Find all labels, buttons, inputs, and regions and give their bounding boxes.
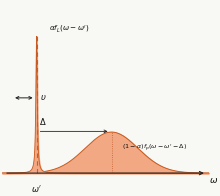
Text: $\alpha f_L(\omega - \omega^{\prime})$: $\alpha f_L(\omega - \omega^{\prime})$ [49,24,89,35]
Text: $(1 - \alpha)f_p(\omega - \omega^{\prime} - \Delta)$: $(1 - \alpha)f_p(\omega - \omega^{\prime… [122,143,187,154]
Text: $\upsilon$: $\upsilon$ [40,93,46,102]
Text: $\Delta$: $\Delta$ [38,116,46,127]
Text: $\omega$: $\omega$ [209,176,218,185]
Text: $\omega^{\prime}$: $\omega^{\prime}$ [31,183,42,194]
